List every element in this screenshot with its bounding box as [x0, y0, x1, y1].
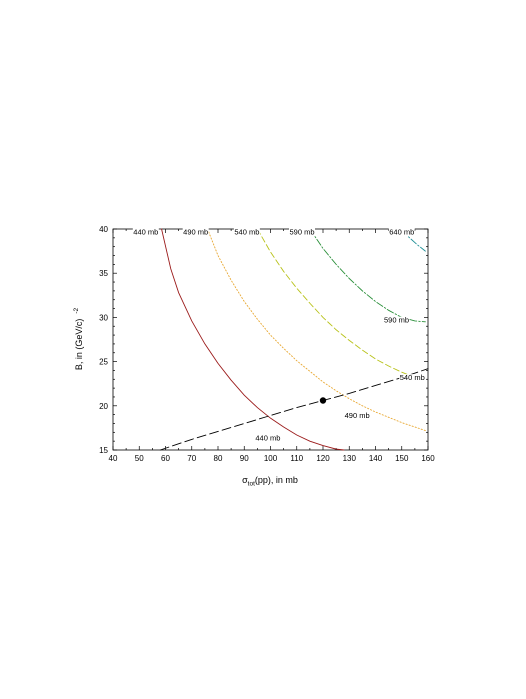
x-tick-label: 110 — [290, 454, 303, 463]
x-axis-label: σtot(pp), in mb — [242, 475, 298, 488]
x-axis-label-sub: tot — [248, 481, 255, 488]
series-line-1 — [207, 228, 426, 431]
y-tick-label: 25 — [99, 358, 108, 367]
x-axis-label-rest: (pp), in mb — [255, 475, 298, 485]
y-axis-label: B, in (GeV/c) -2 — [73, 307, 84, 370]
series-line-5 — [159, 368, 429, 451]
x-tick-label: 70 — [187, 454, 196, 463]
series-line-3 — [309, 228, 426, 323]
y-tick-label: 40 — [99, 225, 108, 234]
contour-label: 590 mb — [384, 316, 409, 325]
y-tick-label: 15 — [99, 446, 108, 455]
x-tick-label: 150 — [395, 454, 409, 463]
contour-label-bg — [233, 228, 260, 237]
x-tick-label: 40 — [109, 454, 118, 463]
tick-marks — [112, 228, 429, 451]
x-tick-label: 90 — [240, 454, 249, 463]
contour-labels: 440 mb 490 mb 540 mb 590 mb 640 mb 590 mb 540 … — [132, 227, 426, 443]
series-lines — [159, 228, 429, 451]
markers — [319, 397, 327, 404]
contour-label: 440 mb — [255, 433, 280, 442]
series-line-0 — [161, 228, 345, 451]
y-axis-label-sup: -2 — [73, 307, 80, 313]
contour-label-bg — [344, 412, 371, 421]
x-tick-label: 80 — [214, 454, 223, 463]
contour-label-bg — [182, 228, 209, 237]
contour-label: 490 mb — [345, 411, 370, 420]
contour-label: 540 mb — [400, 373, 425, 382]
contour-label-bg — [289, 228, 315, 237]
contour-label: 590 mb — [289, 227, 314, 236]
series-line-2 — [256, 228, 426, 383]
x-axis-label-main: σ — [242, 475, 248, 485]
x-tick-label: 60 — [161, 454, 170, 463]
contour-label-bg — [132, 228, 159, 237]
data-point-marker — [319, 397, 327, 404]
x-tick-labels: 40 50 60 70 80 90 100 110 120 130 140 150 160 — [109, 454, 436, 463]
contour-label: 640 mb — [389, 227, 414, 236]
contour-label-bg — [254, 434, 281, 443]
contour-label-bg — [399, 374, 426, 383]
y-tick-labels: 15 20 25 30 35 40 — [99, 225, 108, 455]
contour-label: 440 mb — [133, 227, 158, 236]
y-tick-label: 35 — [99, 269, 108, 278]
contour-label-bg — [388, 228, 415, 237]
x-tick-label: 100 — [264, 454, 278, 463]
x-tick-label: 120 — [316, 454, 330, 463]
y-tick-label: 20 — [99, 402, 108, 411]
plot-frame — [112, 228, 429, 451]
contour-label: 540 mb — [234, 227, 259, 236]
contour-label: 490 mb — [183, 227, 208, 236]
x-tick-label: 130 — [343, 454, 357, 463]
y-axis-label-main: B, in (GeV/c) — [74, 319, 84, 371]
x-tick-label: 140 — [369, 454, 383, 463]
x-tick-label: 50 — [135, 454, 144, 463]
contour-label-bg — [383, 316, 410, 325]
x-tick-label: 160 — [421, 454, 435, 463]
y-tick-label: 30 — [99, 313, 108, 322]
